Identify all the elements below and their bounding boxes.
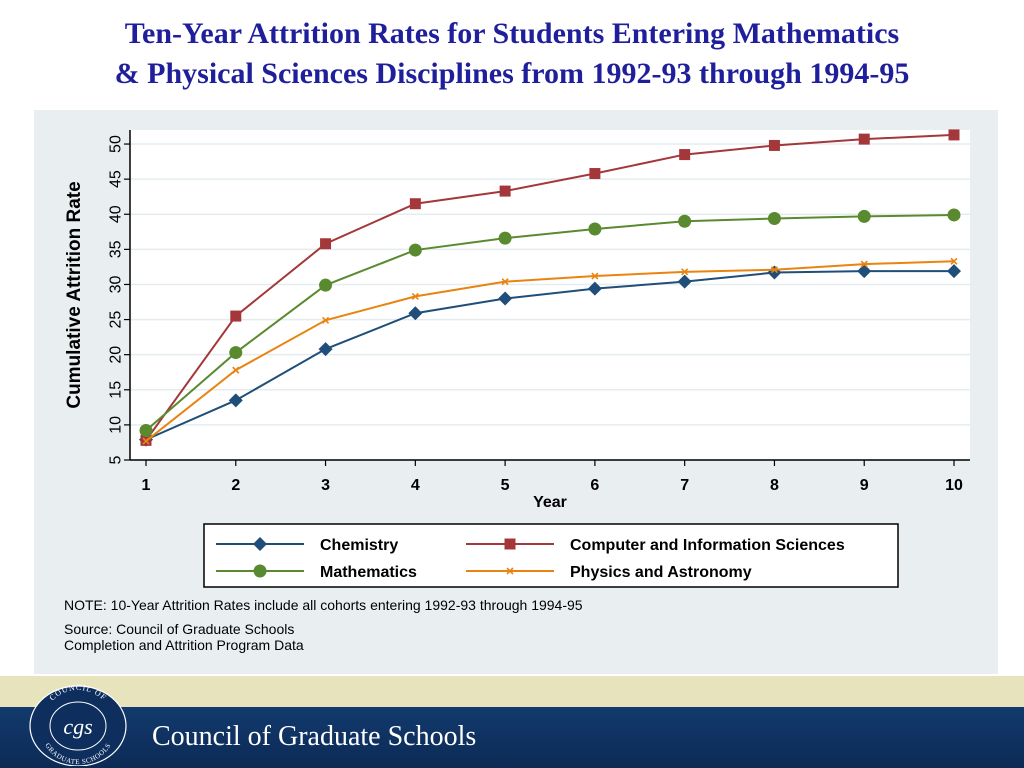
data-point-chemistry xyxy=(318,342,333,357)
note-text: NOTE: 10-Year Attrition Rates include al… xyxy=(64,597,583,613)
footer-band xyxy=(0,676,1024,707)
source-line-2: Completion and Attrition Program Data xyxy=(64,637,304,653)
data-point-computer-and-information-sciences xyxy=(858,133,870,145)
legend-label-chemistry: Chemistry xyxy=(320,537,398,554)
data-point-computer-and-information-sciences xyxy=(768,139,780,151)
data-point-computer-and-information-sciences xyxy=(589,168,601,180)
data-point-physics-and-astronomy xyxy=(950,257,958,265)
data-point-chemistry xyxy=(677,274,692,289)
legend-marker-physics-and-astronomy xyxy=(506,567,514,575)
data-point-mathematics xyxy=(319,278,333,292)
data-point-chemistry xyxy=(857,264,872,279)
svg-text:cgs: cgs xyxy=(63,714,92,739)
footer-bar xyxy=(0,707,1024,768)
data-point-physics-and-astronomy xyxy=(501,278,509,286)
title-line-1: Ten-Year Attrition Rates for Students En… xyxy=(124,17,900,50)
y-tick-label: 30 xyxy=(108,275,125,293)
cgs-seal-logo: COUNCIL OF GRADUATE SCHOOLS cgs xyxy=(29,683,127,766)
data-point-physics-and-astronomy xyxy=(681,268,689,276)
x-axis-title: Year xyxy=(533,494,567,511)
footer-organization-name: Council of Graduate Schools xyxy=(152,721,477,752)
y-tick-label: 40 xyxy=(108,205,125,223)
data-point-physics-and-astronomy xyxy=(142,437,150,445)
data-point-mathematics xyxy=(229,346,243,360)
data-point-mathematics xyxy=(678,214,692,228)
data-point-mathematics xyxy=(947,208,961,222)
data-point-computer-and-information-sciences xyxy=(230,310,242,322)
x-tick-label: 4 xyxy=(411,477,420,494)
title-line-2: & Physical Sciences Disciplines from 199… xyxy=(114,57,910,90)
y-tick-label: 20 xyxy=(108,346,125,364)
chart-panel: 5 10 15 20 25 30 35 40 45 50 1 2 3 4 5 6 7 8 9 10 Year Cumula… xyxy=(34,110,998,674)
y-tick-label: 50 xyxy=(108,135,125,153)
data-point-mathematics xyxy=(767,211,781,225)
data-point-computer-and-information-sciences xyxy=(499,185,511,197)
y-axis-title: Cumulative Attrition Rate xyxy=(64,181,85,408)
data-point-physics-and-astronomy xyxy=(770,266,779,274)
data-point-chemistry xyxy=(947,264,961,279)
x-tick-label: 3 xyxy=(321,477,330,494)
y-tick-label: 15 xyxy=(108,381,125,399)
data-point-computer-and-information-sciences xyxy=(320,238,332,250)
x-tick-label: 2 xyxy=(231,477,240,494)
data-point-mathematics xyxy=(588,222,602,236)
data-point-physics-and-astronomy xyxy=(860,260,868,268)
legend-marker-mathematics xyxy=(253,564,267,578)
data-point-physics-and-astronomy xyxy=(591,272,599,280)
series-line-computer-and-information-sciences xyxy=(145,133,955,441)
x-tick-label: 10 xyxy=(945,477,963,494)
x-tick-label: 9 xyxy=(860,477,869,494)
data-point-mathematics xyxy=(857,209,871,223)
series-line-physics-and-astronomy xyxy=(145,260,955,442)
plot-area xyxy=(130,130,970,460)
legend-label-mathematics: Mathematics xyxy=(320,564,417,581)
data-point-physics-and-astronomy xyxy=(321,316,330,324)
data-point-chemistry xyxy=(408,306,423,321)
y-tick-label: 35 xyxy=(108,240,125,258)
legend-label-physics-and-astronomy: Physics and Astronomy xyxy=(570,564,752,581)
series-line-mathematics xyxy=(145,213,955,432)
chart-notes: NOTE: 10-Year Attrition Rates include al… xyxy=(64,597,583,653)
page-title: Ten-Year Attrition Rates for Students En… xyxy=(0,14,1024,94)
source-line-1: Source: Council of Graduate Schools xyxy=(64,621,295,637)
data-point-mathematics xyxy=(139,424,153,438)
x-tick-label: 6 xyxy=(590,477,599,494)
legend-label-computer-and-information-sciences: Computer and Information Sciences xyxy=(570,537,845,554)
y-tick-label: 25 xyxy=(108,311,125,329)
legend-marker-computer-and-information-sciences xyxy=(504,538,516,550)
data-point-physics-and-astronomy xyxy=(232,366,240,374)
legend-box xyxy=(203,523,899,588)
data-point-physics-and-astronomy xyxy=(411,292,419,300)
x-tick-label: 7 xyxy=(680,477,689,494)
y-tick-label: 45 xyxy=(108,170,125,188)
data-point-computer-and-information-sciences xyxy=(948,129,960,141)
series-line-chemistry xyxy=(145,270,954,441)
data-point-chemistry xyxy=(228,393,243,408)
x-tick-label: 1 xyxy=(142,477,151,494)
data-point-chemistry xyxy=(498,291,513,306)
x-tick-label: 8 xyxy=(770,477,779,494)
data-point-chemistry xyxy=(587,281,602,296)
x-tick-label: 5 xyxy=(501,477,510,494)
legend-marker-chemistry xyxy=(253,537,267,551)
data-point-computer-and-information-sciences xyxy=(679,149,691,161)
data-point-mathematics xyxy=(498,231,512,245)
y-tick-label: 10 xyxy=(108,416,125,434)
data-point-mathematics xyxy=(408,243,422,257)
data-point-computer-and-information-sciences xyxy=(409,198,421,210)
y-tick-label: 5 xyxy=(108,455,125,464)
